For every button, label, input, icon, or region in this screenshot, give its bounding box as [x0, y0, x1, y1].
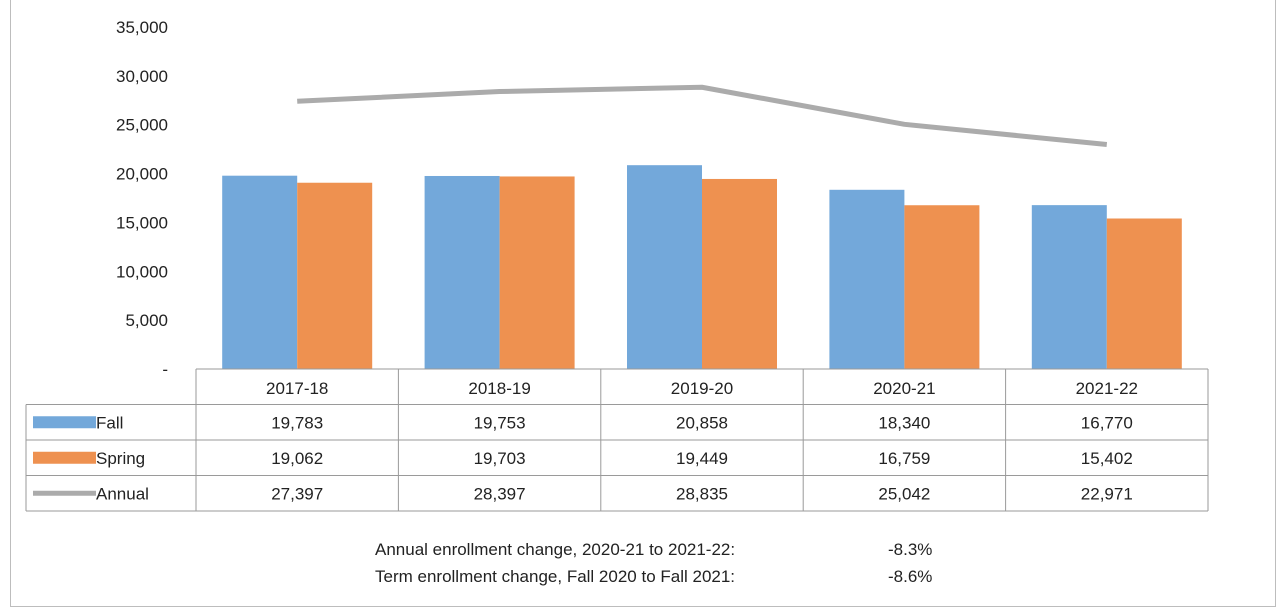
note-term-value: -8.6%: [888, 567, 933, 586]
note-term-change: Term enrollment change, Fall 2020 to Fal…: [0, 567, 1278, 589]
y-tick-label: 35,000: [116, 18, 168, 37]
note-term-label: Term enrollment change, Fall 2020 to Fal…: [375, 567, 736, 586]
bar-fall: [1031, 205, 1107, 369]
legend-swatch-fall: [33, 416, 96, 429]
bar-fall: [627, 165, 702, 369]
data-label-annual: 25,042: [878, 484, 930, 503]
bar-spring: [499, 176, 575, 369]
legend-swatch-spring: [33, 451, 96, 464]
data-label-annual: 22,971: [1081, 484, 1133, 503]
data-label-fall: 19,753: [474, 413, 526, 432]
data-label-fall: 20,858: [676, 413, 728, 432]
bar-fall: [424, 175, 500, 369]
x-tick-label: 2020-21: [873, 379, 935, 398]
data-label-spring: 19,449: [676, 449, 728, 468]
bar-fall: [829, 189, 905, 369]
bar-spring: [702, 178, 777, 369]
data-label-fall: 18,340: [878, 413, 930, 432]
bar-spring: [1106, 218, 1182, 369]
legend-label-annual: Annual: [96, 484, 149, 503]
y-tick-label: 30,000: [116, 67, 168, 86]
data-label-spring: 15,402: [1081, 449, 1133, 468]
data-label-fall: 16,770: [1081, 413, 1133, 432]
data-label-spring: 19,703: [474, 449, 526, 468]
chart-frame: [10, 0, 1276, 607]
data-label-annual: 28,397: [474, 484, 526, 503]
data-label-fall: 19,783: [271, 413, 323, 432]
note-annual-change: Annual enrollment change, 2020-21 to 202…: [0, 540, 1278, 562]
series-line-annual: [297, 84, 1108, 148]
y-tick-label: 20,000: [116, 165, 168, 184]
bar-fall: [222, 175, 298, 369]
x-tick-label: 2021-22: [1076, 379, 1138, 398]
x-tick-label: 2018-19: [468, 379, 530, 398]
legend-label-spring: Spring: [96, 449, 145, 468]
x-tick-label: 2019-20: [671, 379, 733, 398]
x-tick-label: 2017-18: [266, 379, 328, 398]
note-annual-label: Annual enrollment change, 2020-21 to 202…: [375, 540, 736, 559]
data-label-annual: 28,835: [676, 484, 728, 503]
y-tick-label: 10,000: [116, 262, 168, 281]
bar-spring: [904, 205, 980, 369]
data-label-spring: 16,759: [878, 449, 930, 468]
y-tick-label: 15,000: [116, 213, 168, 232]
y-tick-label: -: [162, 360, 168, 379]
legend-label-fall: Fall: [96, 413, 123, 432]
data-label-annual: 27,397: [271, 484, 323, 503]
bar-spring: [297, 182, 373, 369]
y-tick-label: 5,000: [125, 311, 168, 330]
y-tick-label: 25,000: [116, 116, 168, 135]
note-annual-value: -8.3%: [888, 540, 933, 559]
data-label-spring: 19,062: [271, 449, 323, 468]
